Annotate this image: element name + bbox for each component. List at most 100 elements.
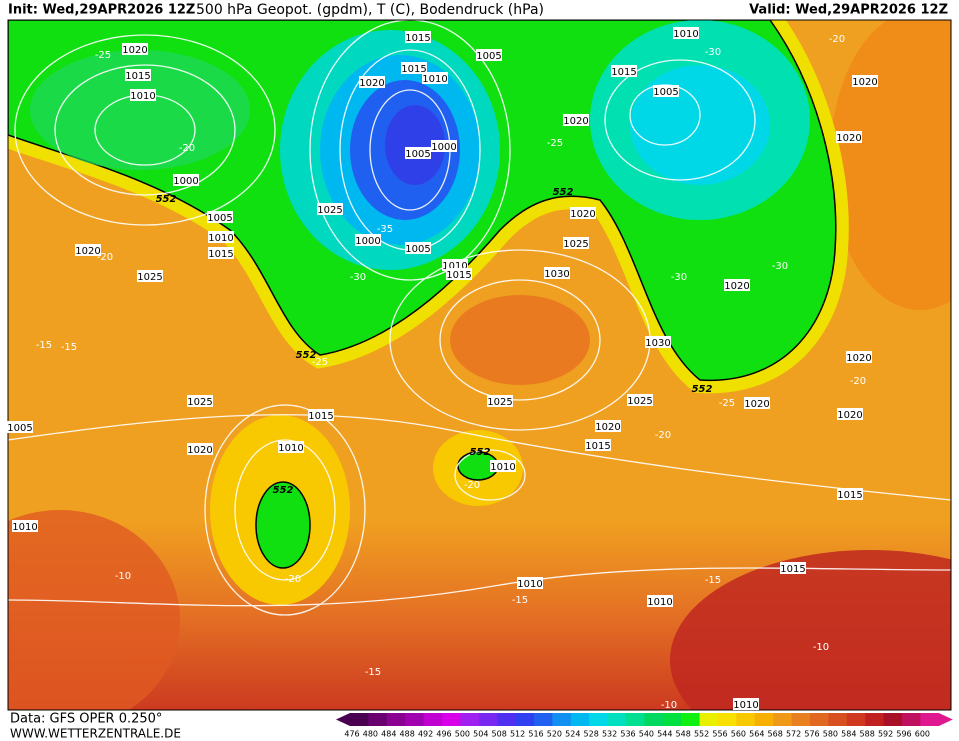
isobar-label: 1010 [490,462,515,473]
isobar-label: 1015 [585,441,610,452]
isobar-label-box [647,595,673,607]
temperature-label: -30 [671,272,687,283]
height-label: 552 [553,187,574,198]
isobar-label-box [401,62,427,74]
isobar-label-box [431,140,457,152]
isobar-label-box [852,75,878,87]
isobar-label-box [653,85,679,97]
isobar-label-box [173,174,199,186]
temperature-label: -25 [312,357,328,368]
temperature-label: -30 [350,272,366,283]
isobar-label: 1015 [208,249,233,260]
colorbar-segment [736,713,756,726]
colorbar-tick-label: 580 [823,730,838,739]
isobar-label-box [308,409,334,421]
colorbar-segment [552,713,572,726]
isobar-label: 1030 [645,338,670,349]
temperature-label: -30 [772,261,788,272]
colorbar-tick-label: 564 [749,730,764,739]
height-label: 552 [156,194,177,205]
isobar-label: 1025 [317,205,342,216]
isobar-label-box [208,231,234,243]
isobar-label: 1020 [563,116,588,127]
isobar-label: 1025 [487,397,512,408]
colorbar-segment [478,713,498,726]
isobar-label: 1015 [125,71,150,82]
colorbar-segment [423,713,443,726]
isobar-label: 1005 [207,213,232,224]
isobar-label-box [563,237,589,249]
colorbar-segment [497,713,517,726]
isobar-label: 1015 [308,411,333,422]
colorbar-tick-label: 492 [418,730,433,739]
colorbar-tick-label: 588 [860,730,875,739]
colorbar-tick-label: 512 [510,730,525,739]
isobar-label: 1020 [359,78,384,89]
isobar-label-box [627,394,653,406]
isobar-label-box [208,247,234,259]
isobar-label: 1010 [673,29,698,40]
isobar-label: 1010 [422,74,447,85]
isobar-label-box [359,76,385,88]
colorbar-segment [846,713,866,726]
colorbar-tick-label: 496 [436,730,451,739]
isobar-label: 1020 [595,422,620,433]
isobar-label: 1025 [187,397,212,408]
map-title: 500 hPa Geopot. (gpdm), T (C), Bodendruc… [196,2,544,18]
colorbar-segment [699,713,719,726]
height-label: 552 [273,485,294,496]
temperature-label: -25 [95,50,111,61]
isobar-label: 1020 [122,45,147,56]
isobar-label-box [422,72,448,84]
isobar-label: 1010 [130,91,155,102]
colorbar-segment [920,713,940,726]
colorbar-segment [386,713,406,726]
colorbar-tick-label: 516 [528,730,543,739]
isobar-label: 1020 [852,77,877,88]
isobar-label: 1015 [837,490,862,501]
isobar-label-box [673,27,699,39]
isobar-label: 1020 [846,353,871,364]
colorbar-segment [865,713,885,726]
temperature-label: -15 [61,342,77,353]
colorbar-tick-label: 592 [878,730,893,739]
isobar-label: 1020 [724,281,749,292]
isobar-label-box [12,520,38,532]
colorbar-tick-label: 544 [657,730,672,739]
colorbar-segment [626,713,645,726]
isobar-label-box [837,408,863,420]
colorbar-tick-label: 572 [786,730,801,739]
isobar-label: 1010 [278,443,303,454]
temperature-label: -25 [719,398,735,409]
isobar-label-box [595,420,621,432]
isobar-label: 1010 [208,233,233,244]
temperature-label: -10 [115,571,131,582]
isobar-label-box [724,279,750,291]
isobar-label-box [137,270,163,282]
isobar-label: 1010 [12,522,37,533]
temperature-label: -15 [512,595,528,606]
colorbar-tick-label: 520 [547,730,562,739]
isobar-label: 1025 [137,272,162,283]
height-label: 552 [470,447,491,458]
temperature-label: -20 [850,376,866,387]
temperature-label: -20 [179,143,195,154]
colorbar-tick-label: 488 [400,730,415,739]
isobar-label-box [187,395,213,407]
isobar-label: 1020 [837,410,862,421]
colorbar-tick-label: 552 [694,730,709,739]
isobar-label: 1015 [780,564,805,575]
isobar-label-box [75,244,101,256]
temperature-label: -30 [705,47,721,58]
colorbar-tick-label: 504 [473,730,488,739]
isobar-label-box [7,421,33,433]
isobar-label-box [207,211,233,223]
colorbar-segment [883,713,903,726]
isobar-label-box [570,207,596,219]
colorbar-segment [607,713,627,726]
colorbar-tick-label: 532 [602,730,617,739]
isobar-label: 1005 [476,51,501,62]
colorbar-segment [754,713,774,726]
colorbar-segment [644,713,664,726]
colorbar-segment [534,713,553,726]
